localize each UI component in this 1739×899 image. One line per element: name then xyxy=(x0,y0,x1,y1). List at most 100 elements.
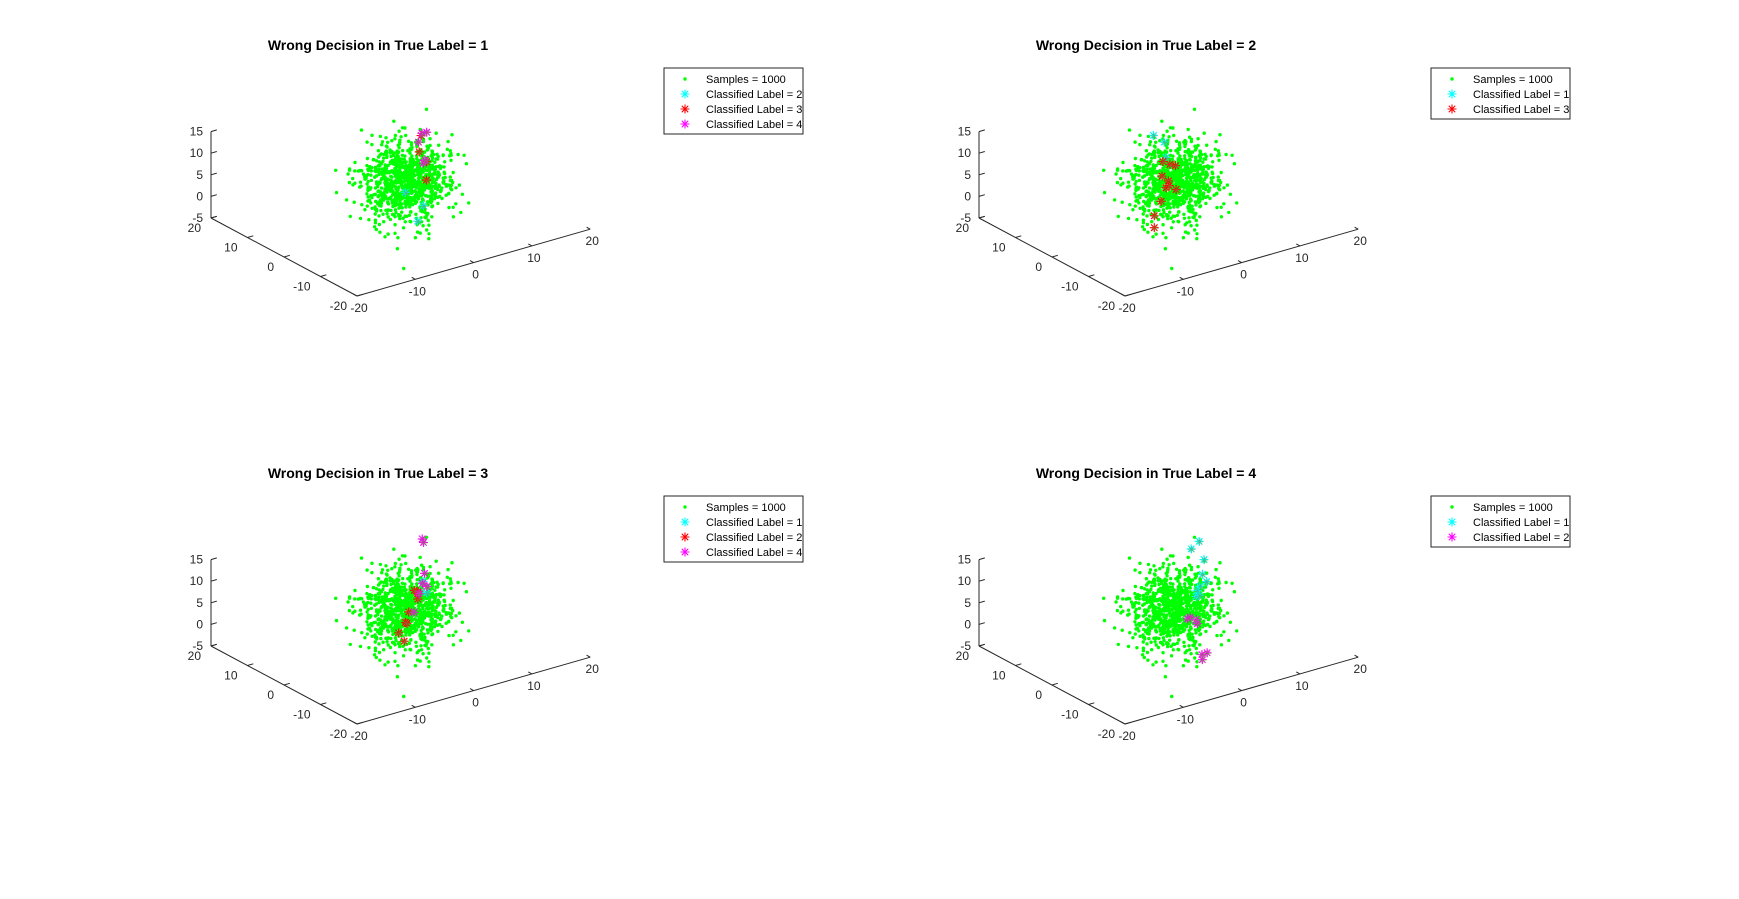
sample-point xyxy=(1177,648,1181,652)
z-tick-mark xyxy=(210,151,217,154)
sample-point xyxy=(1183,150,1187,154)
sample-point xyxy=(365,568,369,572)
sample-point xyxy=(397,574,401,578)
sample-point xyxy=(1133,204,1138,208)
sample-point xyxy=(390,139,394,143)
sample-point xyxy=(1145,222,1150,227)
sample-point xyxy=(448,178,453,183)
x-tick-mark xyxy=(353,721,358,725)
sample-point xyxy=(377,180,381,184)
y-tick-mark xyxy=(320,702,327,705)
misclassified-point-overlap xyxy=(1196,592,1204,600)
sample-point xyxy=(413,236,418,240)
sample-point xyxy=(1185,187,1189,191)
sample-point xyxy=(451,633,455,637)
sample-point xyxy=(1208,196,1212,201)
sample-point xyxy=(1176,579,1180,583)
sample-point xyxy=(1193,213,1197,217)
legend-marker xyxy=(680,547,690,557)
sample-point xyxy=(411,599,416,603)
sample-point xyxy=(1181,236,1186,240)
sample-point xyxy=(1165,624,1169,629)
sample-point xyxy=(440,196,444,201)
sample-point xyxy=(358,180,363,184)
sample-point xyxy=(1189,652,1193,656)
z-tick-mark xyxy=(978,600,985,604)
sample-point xyxy=(393,659,397,663)
sample-point xyxy=(386,200,390,204)
sample-point xyxy=(1134,596,1139,601)
sample-point xyxy=(379,162,384,166)
sample-point xyxy=(383,183,388,187)
sample-point xyxy=(441,180,445,184)
sample-point xyxy=(457,611,462,615)
sample-point xyxy=(417,194,421,198)
misclassified-point-overlap xyxy=(1151,212,1159,220)
legend-label: Classified Label = 2 xyxy=(706,89,802,101)
sample-point xyxy=(447,633,451,638)
sample-point xyxy=(383,615,387,619)
sample-point xyxy=(1176,603,1180,608)
sample-point xyxy=(358,644,363,649)
z-tick-mark xyxy=(210,643,217,647)
sample-point xyxy=(1158,603,1162,607)
x-tick-label: 10 xyxy=(527,679,541,693)
sample-point xyxy=(1137,629,1141,633)
sample-point xyxy=(395,202,399,207)
sample-point xyxy=(393,193,397,197)
legend-marker xyxy=(680,89,690,99)
legend-label: Classified Label = 3 xyxy=(706,104,802,116)
misclassified-point-overlap xyxy=(1203,578,1211,586)
misclassified-point-overlap xyxy=(420,202,428,210)
sample-point xyxy=(395,675,400,679)
z-tick-label: 5 xyxy=(196,168,203,182)
sample-point xyxy=(1176,160,1180,164)
sample-point xyxy=(385,582,389,586)
sample-point xyxy=(1198,197,1202,201)
y-tick-label: -10 xyxy=(293,280,311,294)
sample-point xyxy=(1216,606,1221,611)
sample-point xyxy=(1188,209,1193,213)
sample-point xyxy=(401,160,405,165)
x-tick-label: 0 xyxy=(1240,268,1247,282)
legend-label: Classified Label = 1 xyxy=(1473,89,1569,101)
sample-point xyxy=(1193,175,1198,180)
sample-point xyxy=(1232,162,1237,166)
sample-point xyxy=(1205,183,1209,187)
sample-point xyxy=(393,565,397,569)
sample-point xyxy=(427,223,431,227)
sample-point xyxy=(1217,615,1221,619)
sample-point xyxy=(1208,624,1212,629)
z-tick-label: -5 xyxy=(960,211,971,225)
sample-point xyxy=(1144,597,1149,601)
sample-point xyxy=(1142,159,1147,163)
sample-point xyxy=(1193,607,1197,611)
sample-point xyxy=(459,638,463,643)
sample-point xyxy=(442,593,446,597)
sample-point xyxy=(410,154,414,158)
sample-point xyxy=(1148,571,1152,575)
sample-point xyxy=(419,648,424,652)
sample-point xyxy=(414,640,418,644)
sample-point xyxy=(1176,588,1180,592)
sample-point xyxy=(1182,183,1186,188)
sample-point xyxy=(425,607,429,611)
sample-point xyxy=(390,586,395,590)
z-tick-mark xyxy=(210,579,217,582)
sample-point xyxy=(454,630,458,634)
sample-point xyxy=(1144,149,1149,153)
sample-point xyxy=(397,129,401,133)
sample-point xyxy=(448,603,452,607)
sample-point xyxy=(1115,180,1120,185)
sample-point xyxy=(1150,648,1154,652)
sample-point xyxy=(1166,192,1170,196)
sample-point xyxy=(449,187,453,191)
sample-point xyxy=(1161,643,1165,647)
sample-point xyxy=(1151,615,1155,619)
sample-point xyxy=(390,567,394,571)
sample-point xyxy=(1115,608,1120,613)
sample-point xyxy=(400,164,404,168)
sample-point xyxy=(1218,133,1222,137)
sample-point xyxy=(374,627,378,632)
sample-point xyxy=(1150,156,1154,160)
